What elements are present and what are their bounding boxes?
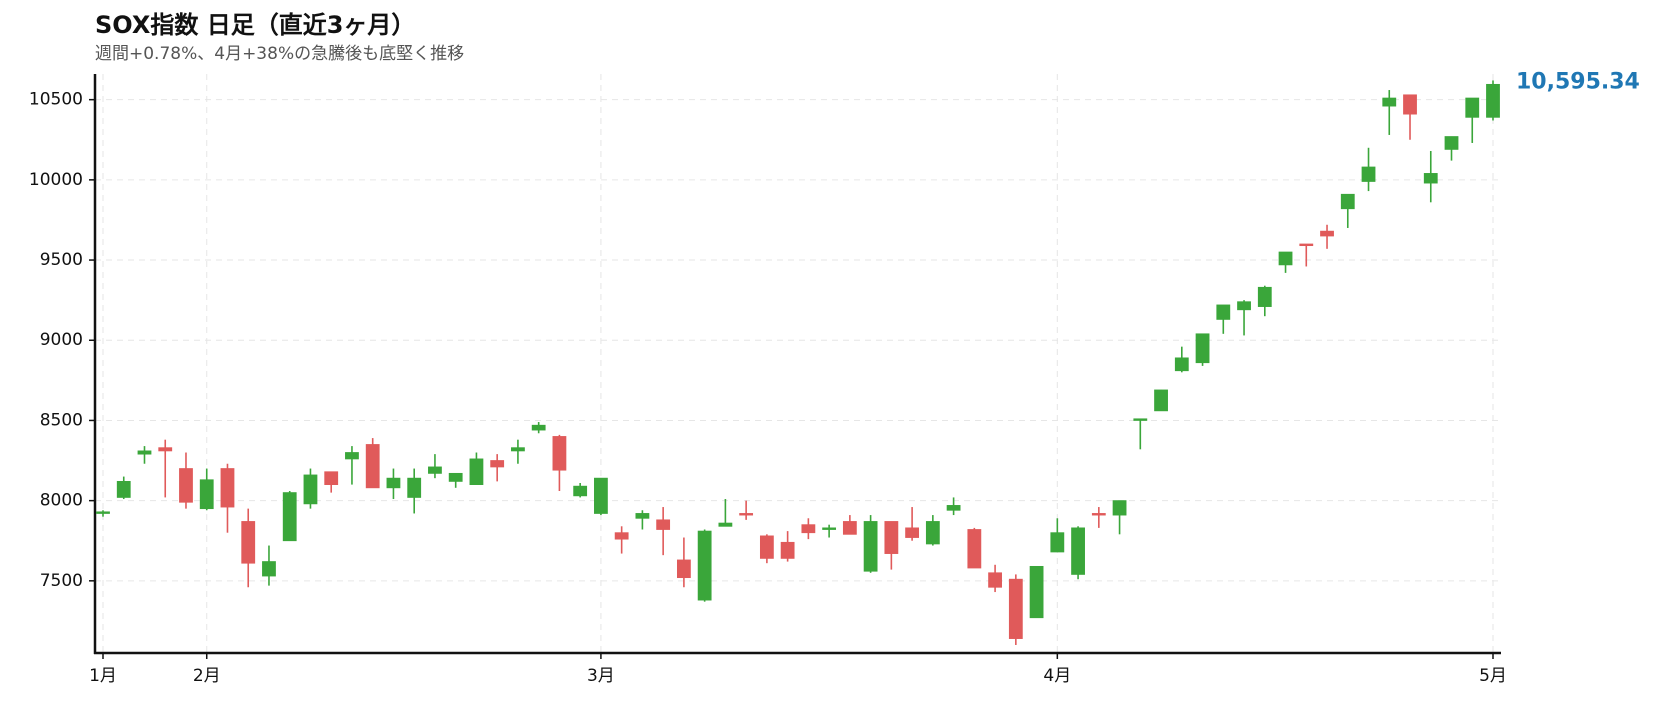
candle-body <box>967 529 982 569</box>
candle-body <box>1382 97 1397 107</box>
candle-body <box>739 513 754 516</box>
candle-body <box>365 444 380 489</box>
candle-body <box>656 519 671 530</box>
y-tick-label: 10500 <box>29 90 83 110</box>
candle-body <box>282 492 297 542</box>
candle-body <box>1174 357 1189 372</box>
chart-subtitle: 週間+0.78%、4月+38%の急騰後も底堅く推移 <box>95 44 464 64</box>
candle-body <box>822 527 837 530</box>
candle-body <box>905 527 920 538</box>
candle-body <box>448 472 463 482</box>
candle-body <box>1195 333 1210 364</box>
candle-body <box>988 572 1002 588</box>
candle-body <box>801 524 816 534</box>
candle-body <box>220 468 235 508</box>
x-tick-label: 3月 <box>587 666 615 686</box>
y-tick-label: 8500 <box>40 410 83 430</box>
candle-body <box>594 477 608 514</box>
candle-body <box>179 468 193 503</box>
candle-body <box>573 485 588 497</box>
last-price-label: 10,595.34 <box>1516 69 1640 94</box>
candle-body <box>262 561 276 577</box>
y-tick-label: 9500 <box>40 250 83 270</box>
candle-body <box>1091 513 1106 516</box>
candle-body <box>137 450 152 455</box>
candle-body <box>925 521 940 545</box>
candle-body <box>1444 136 1459 150</box>
candle-body <box>718 522 733 527</box>
y-tick-label: 9000 <box>40 330 83 350</box>
candle-body <box>1216 304 1231 320</box>
candle-body <box>199 479 214 510</box>
candle-body <box>158 447 173 452</box>
candle-body <box>1029 565 1044 619</box>
y-tick-label: 7500 <box>40 571 83 591</box>
candle-body <box>759 535 774 559</box>
candle-body <box>1133 418 1148 421</box>
candle-body <box>1299 243 1314 247</box>
candle-body <box>842 521 857 535</box>
candle-body <box>1237 301 1251 311</box>
candle-body <box>1340 193 1355 210</box>
candle-body <box>552 436 567 471</box>
candle-body <box>1050 532 1065 553</box>
candle-body <box>407 477 422 498</box>
candle-body <box>345 452 359 460</box>
candle-body <box>1154 389 1168 412</box>
candle-body <box>1403 94 1417 115</box>
candle-body <box>635 513 650 519</box>
candle-body <box>490 460 505 468</box>
candle-body <box>1465 97 1480 118</box>
candle-body <box>531 424 546 431</box>
y-tick-label: 10000 <box>29 170 83 190</box>
candle-body <box>116 480 131 498</box>
candle-body <box>324 471 339 485</box>
candle-body <box>241 521 256 564</box>
x-tick-label: 1月 <box>89 666 117 686</box>
x-tick-label: 4月 <box>1043 666 1071 686</box>
candle-body <box>1486 83 1500 118</box>
x-tick-label: 2月 <box>193 666 221 686</box>
y-tick-label: 8000 <box>40 491 83 511</box>
x-tick-label: 5月 <box>1479 666 1507 686</box>
candle-body <box>303 474 318 505</box>
candle-body <box>676 559 691 579</box>
candle-body <box>863 521 878 572</box>
candle-body <box>428 466 442 474</box>
candle-body <box>614 532 629 540</box>
candle-body <box>697 530 712 601</box>
candle-body <box>1008 578 1023 639</box>
candle-body <box>1320 230 1334 237</box>
candle-body <box>1071 527 1085 575</box>
candle-body <box>1423 173 1438 184</box>
candle-body <box>1278 251 1293 266</box>
candle-body <box>884 521 899 554</box>
chart-title: SOX指数 日足（直近3ヶ月） <box>95 11 415 39</box>
candle-body <box>946 505 961 511</box>
candle-body <box>1361 166 1376 182</box>
candle-body <box>780 541 795 559</box>
candle-body <box>469 458 484 485</box>
candle-body <box>1257 286 1272 307</box>
candle-body <box>96 511 110 514</box>
candle-body <box>511 447 525 452</box>
candle-body <box>386 477 401 489</box>
candle-body <box>1112 500 1127 516</box>
